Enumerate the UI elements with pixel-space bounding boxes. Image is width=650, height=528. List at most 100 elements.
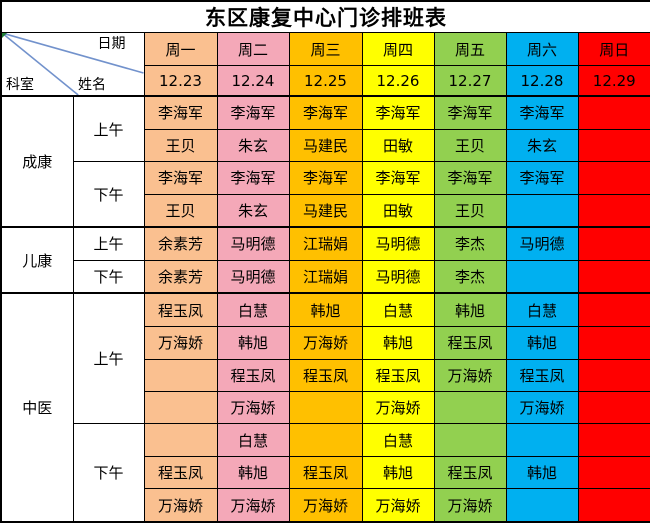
schedule-cell[interactable]: 李海军 bbox=[361, 161, 435, 195]
schedule-cell[interactable]: 李海军 bbox=[433, 161, 507, 195]
schedule-cell[interactable]: 程玉凤 bbox=[505, 358, 579, 392]
period-label[interactable]: 上午 bbox=[72, 95, 145, 163]
schedule-cell[interactable]: 王贝 bbox=[433, 193, 507, 228]
period-label[interactable]: 上午 bbox=[72, 226, 145, 261]
schedule-cell[interactable]: 程玉凤 bbox=[143, 292, 218, 328]
corner-header-cell[interactable]: 日期 科室 姓名 bbox=[0, 32, 145, 97]
period-label[interactable]: 上午 bbox=[72, 292, 145, 425]
schedule-cell[interactable]: 万海娇 bbox=[288, 326, 363, 360]
schedule-cell[interactable] bbox=[577, 326, 650, 360]
schedule-cell[interactable] bbox=[288, 423, 363, 457]
schedule-cell[interactable]: 王贝 bbox=[433, 128, 507, 163]
schedule-cell[interactable]: 白慧 bbox=[361, 423, 435, 457]
schedule-cell[interactable]: 马明德 bbox=[361, 259, 435, 294]
day-header-4[interactable]: 周四 bbox=[361, 32, 435, 66]
schedule-cell[interactable]: 万海娇 bbox=[143, 326, 218, 360]
day-header-7[interactable]: 周日 bbox=[577, 32, 650, 66]
schedule-cell[interactable]: 马明德 bbox=[361, 226, 435, 261]
schedule-cell[interactable]: 程玉凤 bbox=[433, 455, 507, 490]
schedule-cell[interactable]: 李杰 bbox=[433, 226, 507, 261]
schedule-cell[interactable] bbox=[577, 488, 650, 523]
schedule-cell[interactable] bbox=[577, 292, 650, 328]
schedule-cell[interactable]: 白慧 bbox=[361, 292, 435, 328]
schedule-cell[interactable] bbox=[577, 226, 650, 261]
schedule-cell[interactable] bbox=[577, 455, 650, 490]
schedule-cell[interactable]: 王贝 bbox=[143, 128, 218, 163]
schedule-cell[interactable]: 马明德 bbox=[505, 226, 579, 261]
schedule-cell[interactable] bbox=[577, 193, 650, 228]
schedule-cell[interactable] bbox=[143, 423, 218, 457]
dept-label[interactable]: 儿康 bbox=[0, 226, 74, 294]
schedule-cell[interactable] bbox=[577, 358, 650, 392]
schedule-cell[interactable]: 程玉凤 bbox=[433, 326, 507, 360]
schedule-cell[interactable]: 李海军 bbox=[288, 94, 363, 130]
schedule-cell[interactable]: 朱玄 bbox=[505, 128, 579, 163]
date-header-5[interactable]: 12.27 bbox=[433, 65, 507, 97]
schedule-cell[interactable]: 韩旭 bbox=[216, 455, 290, 490]
schedule-cell[interactable] bbox=[143, 390, 218, 425]
schedule-cell[interactable]: 程玉凤 bbox=[143, 455, 218, 490]
schedule-cell[interactable]: 李海军 bbox=[143, 161, 218, 195]
schedule-cell[interactable]: 余素芳 bbox=[143, 226, 218, 261]
day-header-1[interactable]: 周一 bbox=[143, 32, 218, 66]
schedule-cell[interactable]: 程玉凤 bbox=[288, 455, 363, 490]
schedule-cell[interactable]: 李杰 bbox=[433, 259, 507, 294]
schedule-cell[interactable]: 白慧 bbox=[216, 423, 290, 457]
schedule-cell[interactable] bbox=[577, 259, 650, 294]
schedule-cell[interactable]: 江瑞娟 bbox=[288, 226, 363, 261]
schedule-cell[interactable]: 李海军 bbox=[505, 94, 579, 130]
schedule-cell[interactable] bbox=[143, 358, 218, 392]
schedule-cell[interactable]: 李海军 bbox=[216, 161, 290, 195]
schedule-cell[interactable]: 马明德 bbox=[216, 226, 290, 261]
date-header-1[interactable]: 12.23 bbox=[143, 65, 218, 97]
schedule-cell[interactable]: 万海娇 bbox=[433, 358, 507, 392]
schedule-cell[interactable]: 朱玄 bbox=[216, 193, 290, 228]
schedule-cell[interactable]: 程玉凤 bbox=[216, 358, 290, 392]
schedule-cell[interactable]: 万海娇 bbox=[505, 390, 579, 425]
schedule-cell[interactable]: 朱玄 bbox=[216, 128, 290, 163]
schedule-cell[interactable]: 万海娇 bbox=[288, 488, 363, 523]
schedule-cell[interactable] bbox=[577, 128, 650, 163]
schedule-cell[interactable] bbox=[505, 423, 579, 457]
date-header-3[interactable]: 12.25 bbox=[288, 65, 363, 97]
schedule-cell[interactable]: 白慧 bbox=[505, 292, 579, 328]
schedule-cell[interactable] bbox=[577, 423, 650, 457]
schedule-cell[interactable]: 李海军 bbox=[143, 94, 218, 130]
date-header-6[interactable]: 12.28 bbox=[505, 65, 579, 97]
schedule-cell[interactable] bbox=[288, 390, 363, 425]
schedule-cell[interactable]: 韩旭 bbox=[505, 455, 579, 490]
day-header-2[interactable]: 周二 bbox=[216, 32, 290, 66]
schedule-cell[interactable]: 李海军 bbox=[505, 161, 579, 195]
period-label[interactable]: 下午 bbox=[72, 259, 145, 294]
schedule-cell[interactable]: 白慧 bbox=[216, 292, 290, 328]
schedule-cell[interactable] bbox=[505, 488, 579, 523]
schedule-cell[interactable]: 韩旭 bbox=[288, 292, 363, 328]
date-header-7[interactable]: 12.29 bbox=[577, 65, 650, 97]
schedule-cell[interactable] bbox=[577, 390, 650, 425]
schedule-cell[interactable]: 万海娇 bbox=[361, 488, 435, 523]
schedule-cell[interactable] bbox=[433, 423, 507, 457]
schedule-cell[interactable]: 王贝 bbox=[143, 193, 218, 228]
schedule-cell[interactable]: 韩旭 bbox=[361, 455, 435, 490]
schedule-cell[interactable]: 程玉凤 bbox=[361, 358, 435, 392]
schedule-cell[interactable]: 马建民 bbox=[288, 193, 363, 228]
schedule-cell[interactable]: 万海娇 bbox=[216, 390, 290, 425]
schedule-cell[interactable]: 李海军 bbox=[433, 94, 507, 130]
schedule-cell[interactable]: 田敏 bbox=[361, 193, 435, 228]
schedule-cell[interactable]: 李海军 bbox=[216, 94, 290, 130]
schedule-cell[interactable]: 马建民 bbox=[288, 128, 363, 163]
dept-label[interactable]: 中医 bbox=[0, 292, 74, 523]
period-label[interactable]: 下午 bbox=[72, 161, 145, 228]
dept-label[interactable]: 成康 bbox=[0, 94, 74, 228]
period-label[interactable]: 下午 bbox=[72, 423, 145, 523]
schedule-cell[interactable] bbox=[577, 94, 650, 130]
day-header-3[interactable]: 周三 bbox=[288, 32, 363, 66]
schedule-cell[interactable] bbox=[577, 161, 650, 195]
schedule-cell[interactable]: 万海娇 bbox=[433, 488, 507, 523]
schedule-cell[interactable]: 李海军 bbox=[288, 161, 363, 195]
schedule-cell[interactable]: 韩旭 bbox=[361, 326, 435, 360]
schedule-cell[interactable]: 韩旭 bbox=[216, 326, 290, 360]
schedule-cell[interactable]: 程玉凤 bbox=[288, 358, 363, 392]
schedule-cell[interactable]: 万海娇 bbox=[143, 488, 218, 523]
schedule-cell[interactable] bbox=[433, 390, 507, 425]
